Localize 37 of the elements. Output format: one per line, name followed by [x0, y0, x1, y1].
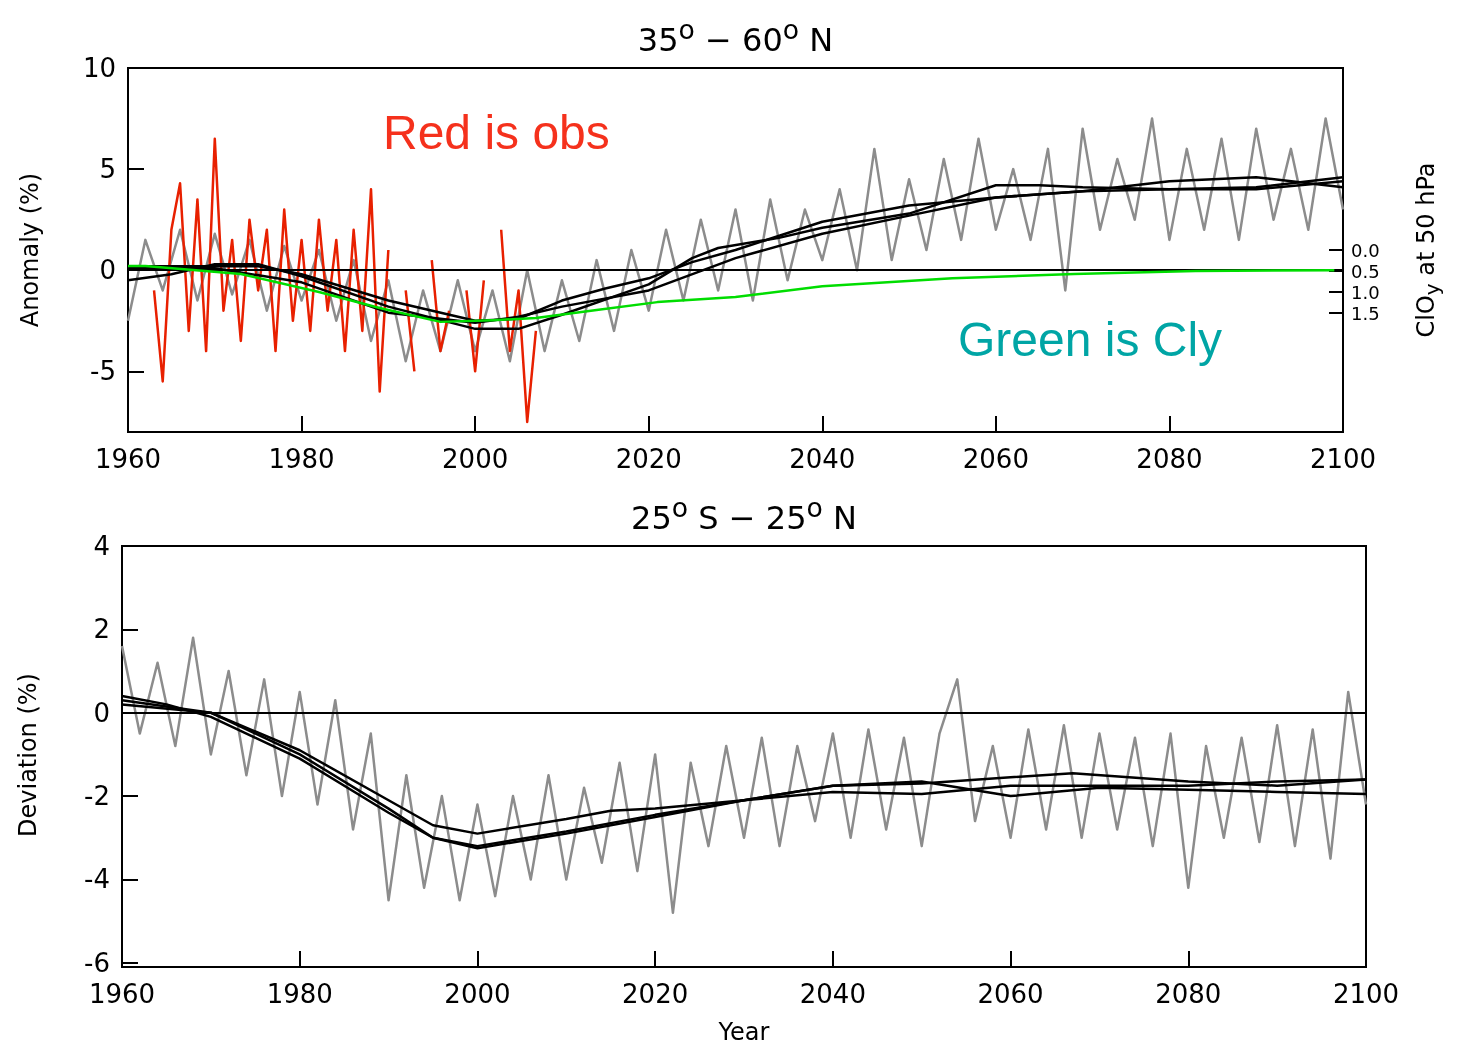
annotation: Red is obs — [383, 105, 610, 160]
y-axis-title: Anomaly (%) — [16, 172, 44, 328]
x-tick-label: 2040 — [789, 444, 856, 474]
x-tick-label: 2080 — [1155, 979, 1222, 1009]
x-tick-label: 2080 — [1136, 444, 1203, 474]
x-tick-label: 2100 — [1309, 444, 1377, 474]
x-tick-label: 2020 — [615, 444, 682, 474]
x-tick-label: 2000 — [444, 979, 511, 1009]
y-tick-label: -6 — [84, 947, 110, 978]
y-tick-label: 2 — [93, 614, 110, 645]
chart-title: 25$^{o}$ S − 25$^{o}$ N — [631, 492, 857, 537]
x-tick-label: 2000 — [442, 444, 509, 474]
y-axis-title: Deviation (%) — [14, 673, 42, 837]
x-tick-label: 1980 — [268, 444, 335, 474]
y-tick-label: 10 — [82, 53, 116, 83]
y-tick-label: -2 — [84, 781, 110, 812]
y2-tick-label: 1.0 — [1351, 281, 1380, 303]
x-tick-label: 2100 — [1332, 979, 1400, 1009]
annotation: Green is Cly — [958, 312, 1223, 367]
x-tick-label: 2020 — [622, 979, 689, 1009]
y2-tick-label: 1.5 — [1351, 302, 1380, 324]
y-tick-label: -4 — [84, 864, 110, 895]
y-tick-label: 0 — [93, 697, 110, 728]
x-tick-label: 1960 — [88, 979, 156, 1009]
x-tick-label: 2060 — [977, 979, 1044, 1009]
y-tick-label: -5 — [90, 356, 116, 387]
x-tick-label: 2060 — [962, 444, 1029, 474]
y-tick-label: 5 — [99, 154, 116, 185]
y-tick-label: 0 — [99, 255, 116, 286]
y2-tick-label: 0.5 — [1351, 260, 1380, 282]
chart-title: 35$^{o}$ − 60$^{o}$ N — [637, 14, 834, 59]
x-tick-label: 2040 — [799, 979, 866, 1009]
y-tick-label: 4 — [93, 531, 110, 561]
x-tick-label: 1960 — [94, 444, 162, 474]
x-tick-label: 1980 — [266, 979, 333, 1009]
y2-tick-label: 0.0 — [1351, 239, 1380, 261]
x-axis-title: Year — [718, 1018, 770, 1046]
